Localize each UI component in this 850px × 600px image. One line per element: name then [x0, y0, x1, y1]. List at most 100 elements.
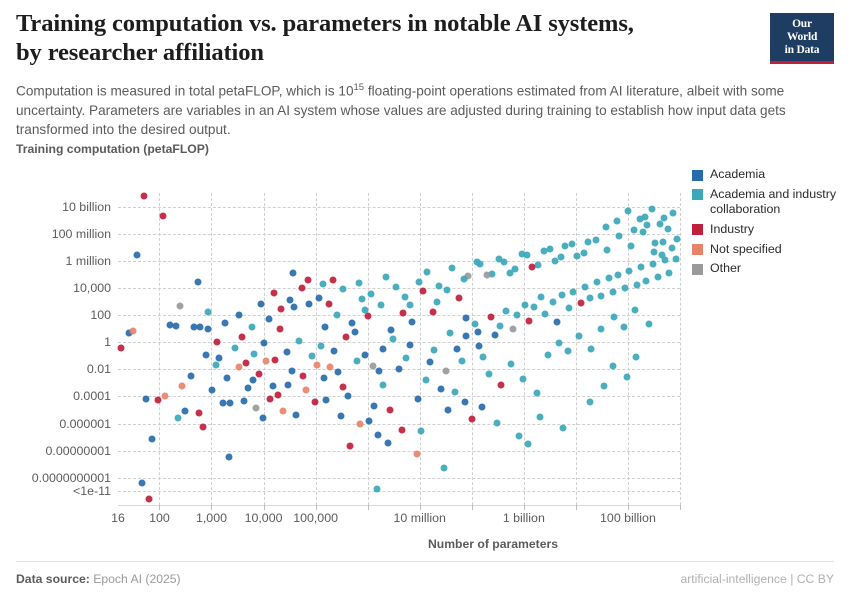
scatter-point[interactable]: [518, 250, 526, 258]
scatter-point[interactable]: [641, 213, 649, 221]
scatter-point[interactable]: [665, 269, 673, 277]
scatter-point[interactable]: [559, 424, 567, 432]
scatter-point[interactable]: [320, 374, 328, 382]
scatter-point[interactable]: [422, 376, 430, 384]
scatter-point[interactable]: [266, 395, 274, 403]
scatter-point[interactable]: [496, 322, 504, 330]
scatter-point[interactable]: [250, 350, 258, 358]
scatter-point[interactable]: [621, 284, 629, 292]
scatter-point[interactable]: [557, 253, 565, 261]
scatter-point[interactable]: [491, 331, 499, 339]
scatter-point[interactable]: [446, 329, 454, 337]
scatter-point[interactable]: [353, 357, 361, 365]
scatter-point[interactable]: [140, 192, 148, 200]
scatter-point[interactable]: [533, 389, 541, 397]
scatter-point[interactable]: [586, 294, 594, 302]
scatter-point[interactable]: [382, 273, 389, 281]
scatter-point[interactable]: [298, 284, 306, 292]
scatter-point[interactable]: [223, 374, 231, 382]
scatter-point[interactable]: [651, 239, 659, 247]
scatter-point[interactable]: [471, 320, 479, 328]
scatter-point[interactable]: [614, 271, 622, 279]
scatter-point[interactable]: [346, 442, 354, 450]
scatter-point[interactable]: [479, 353, 487, 361]
scatter-point[interactable]: [194, 278, 202, 286]
scatter-point[interactable]: [564, 347, 572, 355]
scatter-point[interactable]: [342, 333, 350, 341]
scatter-point[interactable]: [565, 304, 573, 312]
scatter-point[interactable]: [235, 311, 243, 319]
scatter-point[interactable]: [367, 290, 375, 298]
scatter-point[interactable]: [379, 381, 387, 389]
scatter-point[interactable]: [476, 260, 484, 268]
scatter-point[interactable]: [265, 315, 273, 323]
scatter-point[interactable]: [302, 386, 310, 394]
scatter-point[interactable]: [274, 391, 282, 399]
scatter-point[interactable]: [649, 260, 657, 267]
scatter-point[interactable]: [443, 286, 451, 294]
scatter-point[interactable]: [474, 328, 482, 336]
owid-logo[interactable]: Our World in Data: [770, 13, 834, 64]
scatter-point[interactable]: [540, 247, 548, 255]
scatter-point[interactable]: [333, 311, 341, 319]
scatter-point[interactable]: [642, 277, 650, 285]
scatter-point[interactable]: [426, 358, 434, 366]
scatter-point[interactable]: [637, 263, 645, 271]
scatter-point[interactable]: [159, 212, 167, 220]
scatter-point[interactable]: [289, 269, 297, 277]
scatter-point[interactable]: [315, 294, 323, 302]
scatter-point[interactable]: [673, 235, 681, 243]
scatter-point[interactable]: [561, 242, 569, 250]
scatter-point[interactable]: [187, 372, 195, 380]
scatter-point[interactable]: [408, 318, 416, 326]
scatter-point[interactable]: [515, 432, 523, 440]
scatter-point[interactable]: [609, 288, 617, 296]
scatter-point[interactable]: [295, 337, 303, 345]
scatter-point[interactable]: [440, 464, 448, 472]
scatter-point[interactable]: [257, 300, 265, 308]
scatter-point[interactable]: [648, 205, 656, 213]
scatter-point[interactable]: [176, 302, 184, 310]
scatter-point[interactable]: [656, 220, 664, 228]
scatter-point[interactable]: [196, 323, 204, 331]
scatter-point[interactable]: [334, 368, 342, 376]
scatter-point[interactable]: [623, 373, 631, 381]
scatter-point[interactable]: [276, 325, 284, 333]
scatter-point[interactable]: [541, 310, 549, 318]
scatter-point[interactable]: [402, 354, 410, 362]
legend-item[interactable]: Academia and industry collaboration: [692, 187, 847, 217]
scatter-point[interactable]: [435, 282, 443, 290]
scatter-point[interactable]: [361, 351, 369, 359]
scatter-point[interactable]: [458, 357, 466, 365]
legend-item[interactable]: Industry: [692, 222, 847, 237]
scatter-point[interactable]: [208, 386, 216, 394]
scatter-point[interactable]: [389, 335, 397, 343]
scatter-point[interactable]: [221, 319, 229, 327]
scatter-point[interactable]: [356, 420, 364, 428]
scatter-point[interactable]: [468, 415, 476, 423]
scatter-point[interactable]: [379, 345, 387, 353]
scatter-point[interactable]: [625, 267, 633, 275]
scatter-point[interactable]: [225, 453, 233, 461]
scatter-point[interactable]: [672, 255, 679, 263]
scatter-point[interactable]: [573, 252, 581, 260]
scatter-point[interactable]: [513, 311, 521, 319]
scatter-point[interactable]: [361, 306, 369, 314]
scatter-point[interactable]: [202, 351, 210, 359]
scatter-point[interactable]: [212, 361, 220, 369]
scatter-point[interactable]: [219, 399, 227, 407]
scatter-point[interactable]: [125, 329, 133, 337]
scatter-point[interactable]: [260, 339, 268, 347]
scatter-point[interactable]: [248, 323, 256, 331]
scatter-point[interactable]: [668, 244, 676, 252]
scatter-point[interactable]: [195, 409, 203, 417]
scatter-point[interactable]: [235, 363, 243, 371]
scatter-point[interactable]: [502, 307, 510, 315]
scatter-point[interactable]: [142, 395, 150, 403]
scatter-point[interactable]: [299, 372, 307, 380]
scatter-point[interactable]: [507, 360, 515, 368]
scatter-point[interactable]: [630, 226, 638, 234]
scatter-point[interactable]: [249, 376, 257, 384]
scatter-point[interactable]: [597, 325, 605, 333]
scatter-point[interactable]: [509, 325, 517, 333]
